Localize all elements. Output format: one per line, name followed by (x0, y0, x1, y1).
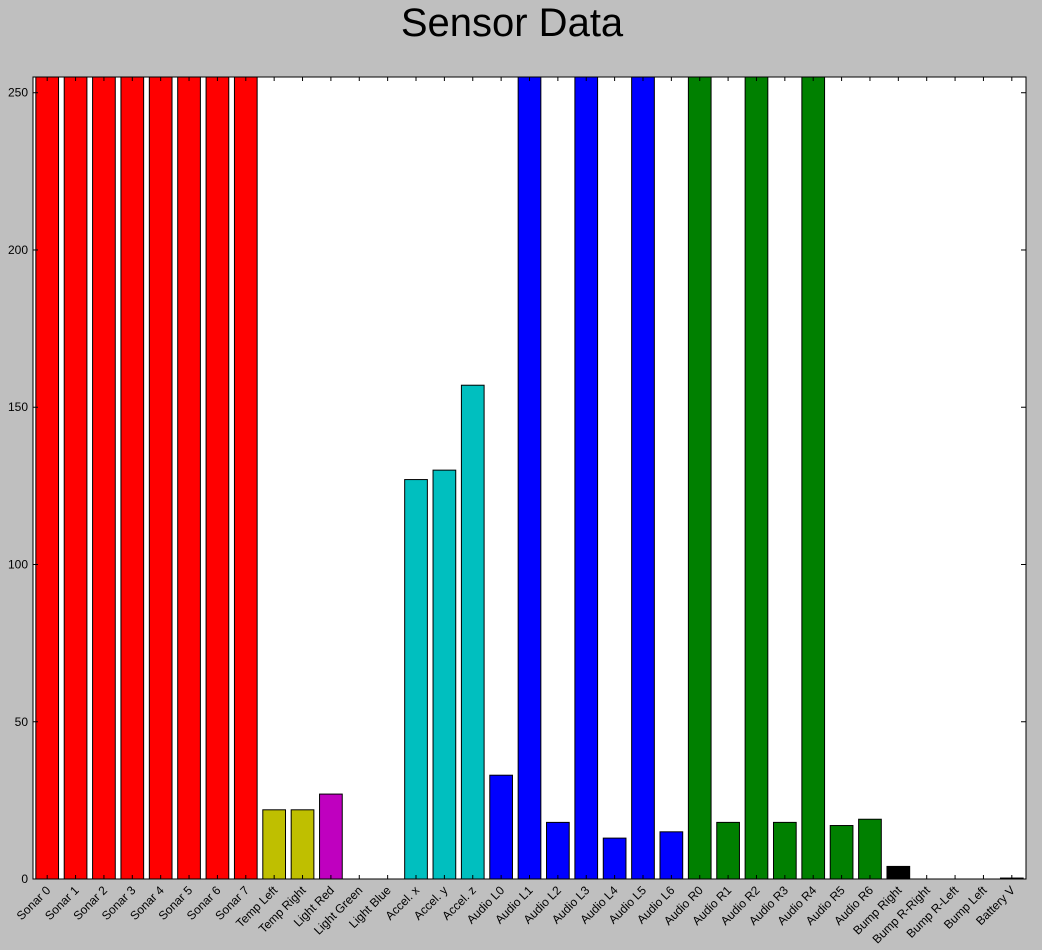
y-tick-label: 0 (21, 872, 28, 886)
bar-audio-r3 (772, 821, 797, 880)
bar-sonar-1 (63, 76, 88, 880)
bar-temp-right (290, 809, 315, 880)
bar-audio-l4 (602, 837, 627, 880)
bar-sonar-5 (177, 76, 201, 880)
chart-title: Sensor Data (401, 1, 624, 45)
bar-accel-y (432, 469, 457, 880)
bar-audio-l2 (546, 821, 570, 880)
bar-audio-r5 (829, 825, 854, 880)
bar-audio-r0 (687, 76, 712, 880)
bar-accel-z (460, 384, 485, 880)
bar-sonar-4 (148, 76, 173, 880)
bar-audio-r6 (858, 818, 882, 880)
plot-frame (32, 76, 1027, 880)
bar-sonar-0 (35, 76, 60, 880)
y-tick-label: 100 (8, 557, 28, 571)
bar-sonar-6 (205, 76, 230, 880)
bar-sonar-3 (120, 76, 145, 880)
bar-sonar-2 (92, 76, 116, 880)
bar-audio-l1 (517, 76, 542, 880)
y-axis: 0 50 100 150 200 250 (8, 86, 1026, 886)
y-tick-label: 250 (8, 86, 28, 100)
bar-audio-r2 (744, 76, 769, 880)
bar-light-red (319, 793, 343, 880)
bar-audio-r1 (716, 821, 740, 880)
bar-audio-l3 (574, 76, 599, 880)
y-tick-label: 150 (8, 400, 28, 414)
bar-audio-r4 (801, 76, 826, 880)
bar-audio-l5 (631, 76, 655, 880)
bar-accel-x (404, 479, 428, 880)
y-tick-label: 200 (8, 243, 28, 257)
bar-audio-l6 (659, 831, 684, 880)
bar-audio-l0 (489, 774, 513, 880)
bar-temp-left (262, 809, 287, 880)
y-tick-label: 50 (15, 715, 29, 729)
bar-sonar-7 (233, 76, 258, 880)
